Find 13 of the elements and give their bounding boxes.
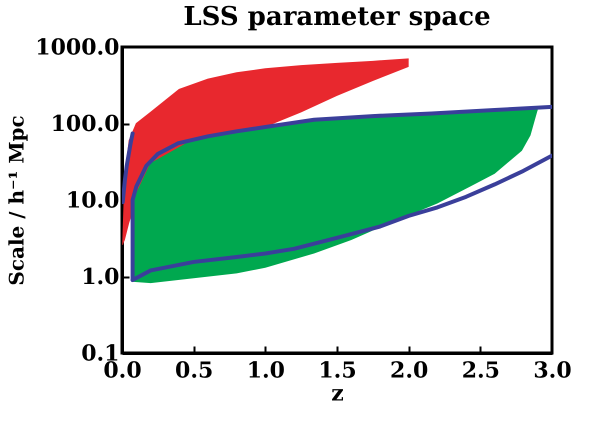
x-tick-label: 2.0 [390,358,428,384]
x-axis-title: z [331,380,344,406]
y-axis-title: Scale / h⁻¹ Mpc [4,115,28,286]
y-tick-label: 10.0 [66,188,120,214]
x-tick-label: 2.5 [462,358,500,384]
y-tick-label: 1.0 [81,264,120,290]
y-tick-label: 1000.0 [35,34,120,60]
x-tick-label: 1.5 [318,358,357,384]
x-tick-label: 0.5 [175,358,214,384]
x-tick-label: 3.0 [533,358,572,384]
chart-title: LSS parameter space [183,2,491,32]
y-tick-label: 100.0 [50,111,120,137]
x-tick-label: 1.0 [246,358,285,384]
